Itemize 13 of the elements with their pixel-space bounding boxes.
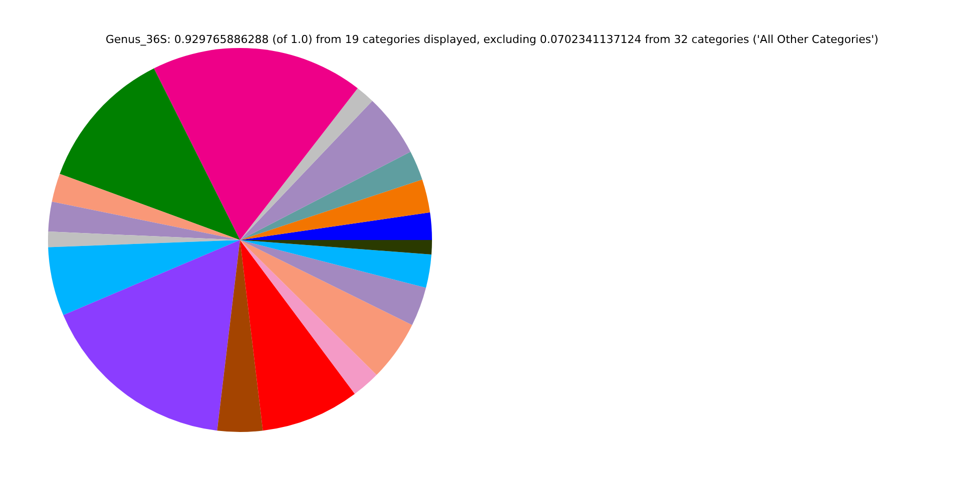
pie-slice (240, 152, 422, 240)
pie-slice (240, 88, 372, 240)
pie-slice (154, 48, 358, 240)
pie-slice (217, 240, 263, 432)
pie-slice (240, 212, 432, 240)
pie-slice (240, 180, 430, 240)
pie-slice (63, 240, 240, 431)
text: Genus_36S: 0.929765886288 (of 1.0) from 19 categories displayed, excluding 0.0702341137124 from 32 categories ('All Other Categories') (106, 33, 878, 46)
pie-slice (240, 240, 412, 375)
pie-slice (240, 240, 377, 394)
pie-slice (52, 174, 240, 240)
pie-slice (240, 240, 355, 431)
pie-slice (60, 68, 240, 240)
